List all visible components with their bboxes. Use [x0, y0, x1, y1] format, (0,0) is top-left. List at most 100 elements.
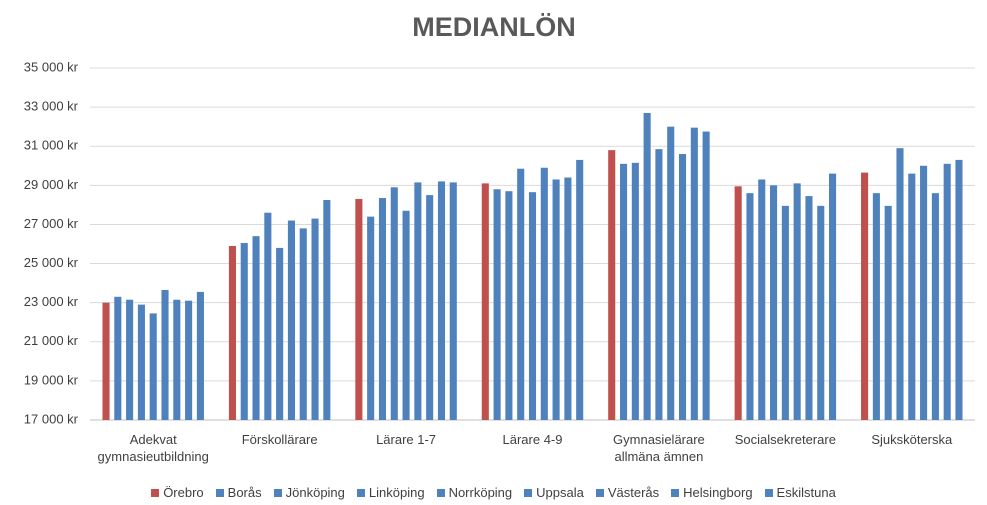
legend-label: Helsingborg — [683, 485, 753, 500]
bar — [608, 150, 616, 420]
bar — [655, 149, 663, 420]
bar — [481, 183, 489, 420]
legend-item: Uppsala — [524, 485, 584, 500]
bar — [908, 173, 916, 420]
bar — [505, 191, 513, 420]
bar — [311, 218, 319, 420]
bar — [196, 291, 204, 420]
bar — [667, 126, 675, 421]
bar — [678, 154, 687, 421]
x-tick-label: Gymnasielärare allmäna ämnen — [613, 432, 705, 464]
bar — [734, 186, 742, 420]
bar — [228, 245, 236, 420]
bar — [378, 198, 387, 420]
bar — [781, 205, 789, 420]
bar — [564, 177, 572, 420]
bar — [528, 192, 537, 420]
bar — [185, 300, 193, 420]
legend-label: Uppsala — [536, 485, 584, 500]
bar — [690, 127, 698, 421]
bar — [414, 182, 422, 420]
bar — [367, 216, 375, 420]
y-tick-label: 29 000 kr — [24, 177, 79, 192]
bar — [287, 220, 295, 420]
bar — [390, 187, 398, 420]
bar — [943, 163, 951, 421]
legend-swatch — [524, 488, 533, 497]
bar — [805, 196, 813, 420]
bar — [746, 193, 754, 420]
bar — [643, 112, 651, 420]
legend-swatch — [356, 488, 365, 497]
bar — [517, 168, 525, 420]
x-tick-label: Förskollärare — [241, 432, 318, 447]
bar — [240, 243, 248, 420]
legend-swatch — [273, 488, 282, 497]
bar — [149, 313, 157, 420]
legend-item: Borås — [215, 485, 262, 500]
bar — [449, 182, 457, 420]
bar — [114, 296, 122, 420]
bar — [920, 165, 928, 420]
legend-swatch — [764, 488, 773, 497]
legend-item: Eskilstuna — [764, 485, 836, 500]
bar — [437, 181, 446, 420]
bar — [817, 205, 825, 420]
bar — [576, 159, 584, 420]
bar — [872, 193, 880, 420]
legend-item: Linköping — [356, 485, 425, 500]
legend-item: Norrköping — [436, 485, 513, 500]
bar — [770, 185, 778, 420]
y-tick-label: 23 000 kr — [24, 294, 79, 309]
legend-label: Borås — [227, 485, 262, 500]
legend-swatch — [595, 488, 604, 497]
y-tick-label: 19 000 kr — [24, 372, 79, 387]
legend-swatch — [671, 488, 680, 497]
bar — [173, 299, 181, 420]
legend-label: Jönköping — [285, 485, 345, 500]
bar — [426, 195, 434, 420]
bar — [896, 148, 904, 420]
x-tick-label: Adekvat gymnasieutbildning — [97, 432, 209, 464]
bar — [884, 205, 892, 420]
legend-label: Eskilstuna — [776, 485, 836, 500]
y-tick-label: 31 000 kr — [24, 138, 79, 153]
bar — [829, 173, 837, 420]
y-tick-label: 17 000 kr — [24, 411, 79, 426]
bar — [402, 210, 410, 420]
legend-item: Västerås — [595, 485, 660, 500]
legend-item: Örebro — [151, 485, 204, 500]
bar — [631, 162, 639, 420]
bar — [161, 289, 169, 420]
legend-item: Helsingborg — [671, 485, 753, 500]
bar — [252, 236, 260, 420]
bar — [793, 183, 801, 420]
bar — [540, 167, 548, 420]
bar — [299, 228, 307, 420]
legend-label: Norrköping — [448, 485, 513, 500]
bar — [493, 189, 501, 420]
bar — [137, 304, 145, 420]
bar — [955, 159, 963, 420]
y-tick-label: 27 000 kr — [24, 216, 79, 231]
bar — [102, 302, 110, 420]
bar — [758, 179, 766, 420]
bar — [355, 199, 363, 420]
bar — [126, 299, 134, 420]
bar — [264, 212, 272, 420]
legend-swatch — [151, 488, 160, 497]
legend: Örebro Borås Jönköping Linköping Norrköping U… — [0, 485, 987, 500]
x-tick-label: Lärare 4-9 — [502, 432, 563, 447]
legend-swatch — [436, 488, 445, 497]
y-tick-label: 35 000 kr — [24, 59, 79, 74]
x-tick-label: Sjuksköterska — [871, 432, 953, 447]
legend-label: Västerås — [607, 485, 660, 500]
bar — [931, 193, 939, 420]
y-tick-label: 21 000 kr — [24, 333, 79, 348]
legend-label: Örebro — [163, 485, 204, 500]
chart-title: MEDIANLÖN — [412, 12, 576, 42]
bar — [552, 179, 560, 420]
bar — [276, 247, 284, 420]
x-tick-label: Socialsekreterare — [734, 432, 836, 447]
x-tick-label: Lärare 1-7 — [376, 432, 437, 447]
